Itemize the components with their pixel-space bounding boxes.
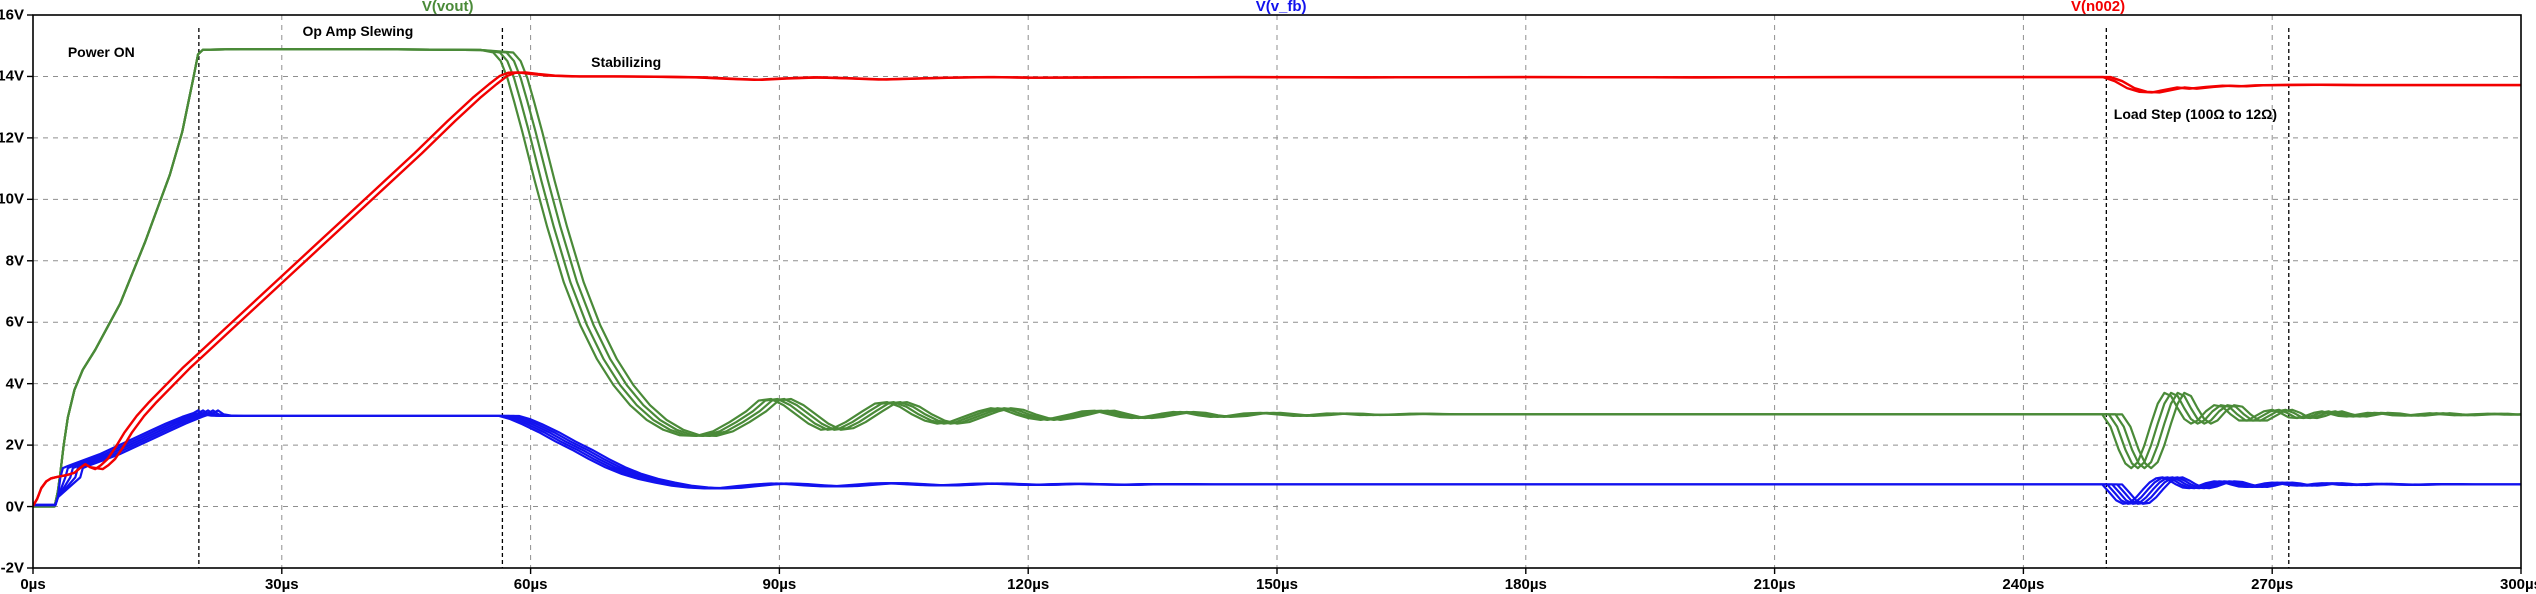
x-tick-label: 150µs — [1255, 576, 1299, 593]
trace-vn002 — [33, 71, 2521, 508]
x-tick-label: 30µs — [264, 576, 299, 593]
plot-border — [32, 14, 2522, 569]
y-tick-label: 4V — [5, 375, 24, 393]
trace-vvout — [33, 48, 2521, 508]
x-tick-label: 270µs — [2251, 576, 2294, 593]
y-tick-label: 14V — [0, 67, 24, 85]
trace-vvout — [33, 48, 2521, 508]
trace-label-vout[interactable]: V(vout) — [421, 0, 474, 15]
y-tick-label: 8V — [5, 252, 24, 270]
trace-vvout — [33, 48, 2521, 508]
y-tick-label: 2V — [5, 436, 24, 454]
x-tick-label: 300µs — [2499, 576, 2536, 593]
x-tick-label: 120µs — [1007, 576, 1050, 593]
x-tick-label: 60µs — [513, 576, 548, 593]
annotation-op-amp-slewing: Op Amp Slewing — [302, 22, 414, 39]
y-tick-label: 12V — [0, 129, 24, 147]
trace-label-n002[interactable]: V(n002) — [2070, 0, 2126, 15]
y-tick-label: 10V — [0, 190, 24, 208]
y-tick-label: 0V — [5, 498, 24, 516]
x-tick-label: 90µs — [762, 576, 797, 593]
annotation-stabilizing: Stabilizing — [591, 53, 662, 70]
y-tick-label: -2V — [0, 559, 24, 577]
y-tick-label: 6V — [5, 313, 24, 331]
y-tick-label: 16V — [0, 6, 24, 24]
annotation-load-step: Load Step (100Ω to 12Ω) — [2113, 105, 2278, 122]
x-tick-label: 240µs — [2002, 576, 2045, 593]
trace-vvout — [33, 48, 2521, 508]
x-tick-label: 180µs — [1504, 576, 1547, 593]
trace-vv_fb — [33, 409, 2521, 507]
x-tick-label: 210µs — [1753, 576, 1796, 593]
trace-label-v_fb[interactable]: V(v_fb) — [1255, 0, 1307, 15]
annotation-power-on: Power ON — [67, 44, 135, 61]
x-tick-label: 0µs — [20, 576, 46, 593]
